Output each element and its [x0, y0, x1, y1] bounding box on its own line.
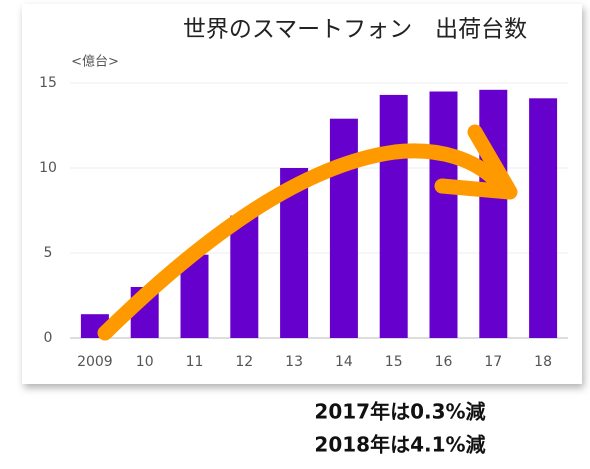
- annotation: 2018年は4.1%減: [314, 433, 485, 457]
- y-tick-label: 5: [44, 245, 53, 261]
- x-tick-label: 14: [335, 354, 353, 370]
- chart-title: 世界のスマートフォン 出荷台数: [183, 17, 527, 43]
- bar: [429, 91, 458, 338]
- trend-arrow: [97, 143, 503, 341]
- x-tick-label: 11: [186, 354, 204, 370]
- bar: [329, 118, 358, 338]
- x-tick-label: 2009: [77, 354, 113, 370]
- bar: [230, 215, 259, 338]
- bar: [479, 89, 508, 338]
- x-tick-label: 13: [285, 354, 303, 370]
- bar: [379, 94, 408, 339]
- x-tick-label: 15: [385, 354, 403, 370]
- arrow-head: [434, 124, 518, 200]
- x-tick-label: 12: [235, 354, 253, 370]
- x-tick-label: 18: [534, 354, 552, 370]
- y-tick-label: 10: [39, 160, 57, 176]
- x-tick-label: 16: [435, 354, 453, 370]
- y-tick-label: 15: [39, 75, 57, 91]
- x-tick-label: 10: [136, 354, 154, 370]
- x-tick-label: 17: [484, 354, 502, 370]
- bar: [529, 98, 558, 338]
- y-axis-label: <億台>: [71, 54, 119, 70]
- y-tick-label: 0: [44, 330, 53, 346]
- annotation: 2017年は0.3%減: [314, 400, 485, 424]
